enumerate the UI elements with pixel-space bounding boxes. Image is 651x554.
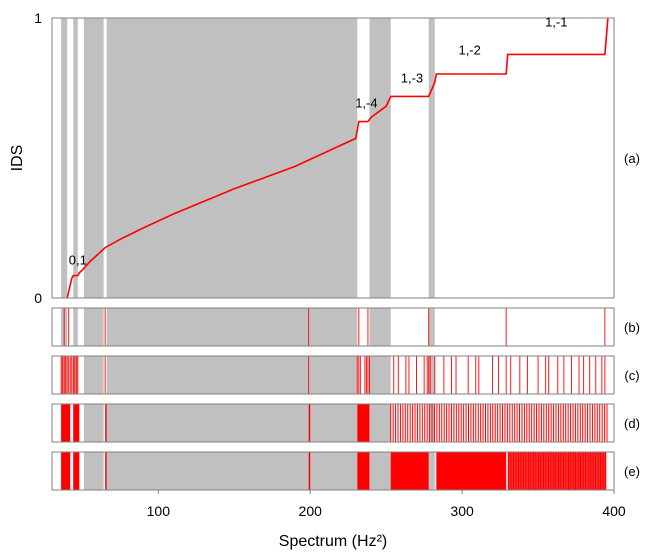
x-tick-label: 400 bbox=[602, 503, 626, 519]
eigenvalue-block bbox=[105, 404, 107, 442]
gap-band bbox=[73, 308, 78, 346]
eigenvalue-block bbox=[357, 404, 370, 442]
gap-band bbox=[106, 18, 358, 298]
y-tick-label: 1 bbox=[34, 10, 42, 26]
ids-curve-layer bbox=[66, 17, 609, 299]
strip-frame bbox=[51, 307, 615, 347]
y-tick-label: 0 bbox=[34, 290, 42, 306]
gap-band bbox=[83, 452, 104, 490]
curve-annotation: 1,-1 bbox=[545, 14, 567, 29]
gap-band bbox=[369, 308, 391, 346]
x-axis-title: Spectrum (Hz²) bbox=[279, 533, 387, 550]
panel-label: (b) bbox=[624, 320, 640, 335]
panel-label: (e) bbox=[624, 464, 640, 479]
gap-band bbox=[369, 356, 391, 394]
gap-band bbox=[106, 308, 358, 346]
curve-annotation: 1,-2 bbox=[458, 42, 480, 57]
x-tick-label: 100 bbox=[147, 503, 171, 519]
gap-band bbox=[428, 308, 435, 346]
y-axis-title: IDS bbox=[9, 145, 26, 172]
gap-band bbox=[428, 18, 435, 298]
x-tick-label: 200 bbox=[299, 503, 323, 519]
gap-band bbox=[428, 452, 435, 490]
gap-band bbox=[83, 308, 104, 346]
eigenvalue-block bbox=[61, 404, 71, 442]
eigenvalue-block bbox=[357, 452, 370, 490]
spectral-gap-bands bbox=[61, 18, 435, 490]
gap-band bbox=[369, 18, 391, 298]
x-tick-label: 300 bbox=[450, 503, 474, 519]
gap-band bbox=[369, 452, 391, 490]
gap-band bbox=[106, 356, 358, 394]
spectrum-strips bbox=[60, 308, 608, 490]
strip-frame bbox=[51, 403, 615, 443]
gap-band bbox=[428, 356, 435, 394]
panel-label: (d) bbox=[624, 416, 640, 431]
ids-curve bbox=[66, 17, 609, 299]
chart-labels: 0,1 1,-4 1,-3 1,-2 1,-1 0 1 100 200 300 400 (a) (b) (… bbox=[9, 10, 640, 550]
gap-band bbox=[61, 18, 68, 298]
gap-band bbox=[73, 356, 78, 394]
curve-annotation: 0,1 bbox=[69, 252, 87, 267]
panel-label: (c) bbox=[624, 368, 639, 383]
eigenvalue-block bbox=[73, 404, 80, 442]
eigenvalue-block bbox=[507, 452, 607, 490]
eigenvalue-block bbox=[105, 452, 107, 490]
eigenvalue-block bbox=[390, 452, 429, 490]
gap-band bbox=[83, 18, 104, 298]
panel-frames bbox=[51, 17, 615, 494]
curve-annotation: 1,-4 bbox=[355, 96, 377, 111]
gap-band bbox=[106, 452, 358, 490]
eigenvalue-block bbox=[73, 452, 80, 490]
eigenvalue-block bbox=[61, 452, 71, 490]
panel-label: (a) bbox=[624, 151, 640, 166]
gap-band bbox=[106, 404, 358, 442]
eigenvalue-block bbox=[436, 452, 507, 490]
gap-band bbox=[369, 404, 391, 442]
curve-annotation: 1,-3 bbox=[401, 70, 423, 85]
gap-band bbox=[73, 18, 78, 298]
eigenvalue-block bbox=[308, 404, 311, 442]
strip-frame bbox=[51, 355, 615, 395]
gap-band bbox=[83, 404, 104, 442]
strip-frame bbox=[51, 451, 615, 491]
ids-panel-frame bbox=[51, 17, 615, 299]
eigenvalue-block bbox=[308, 452, 311, 490]
gap-band bbox=[83, 356, 104, 394]
